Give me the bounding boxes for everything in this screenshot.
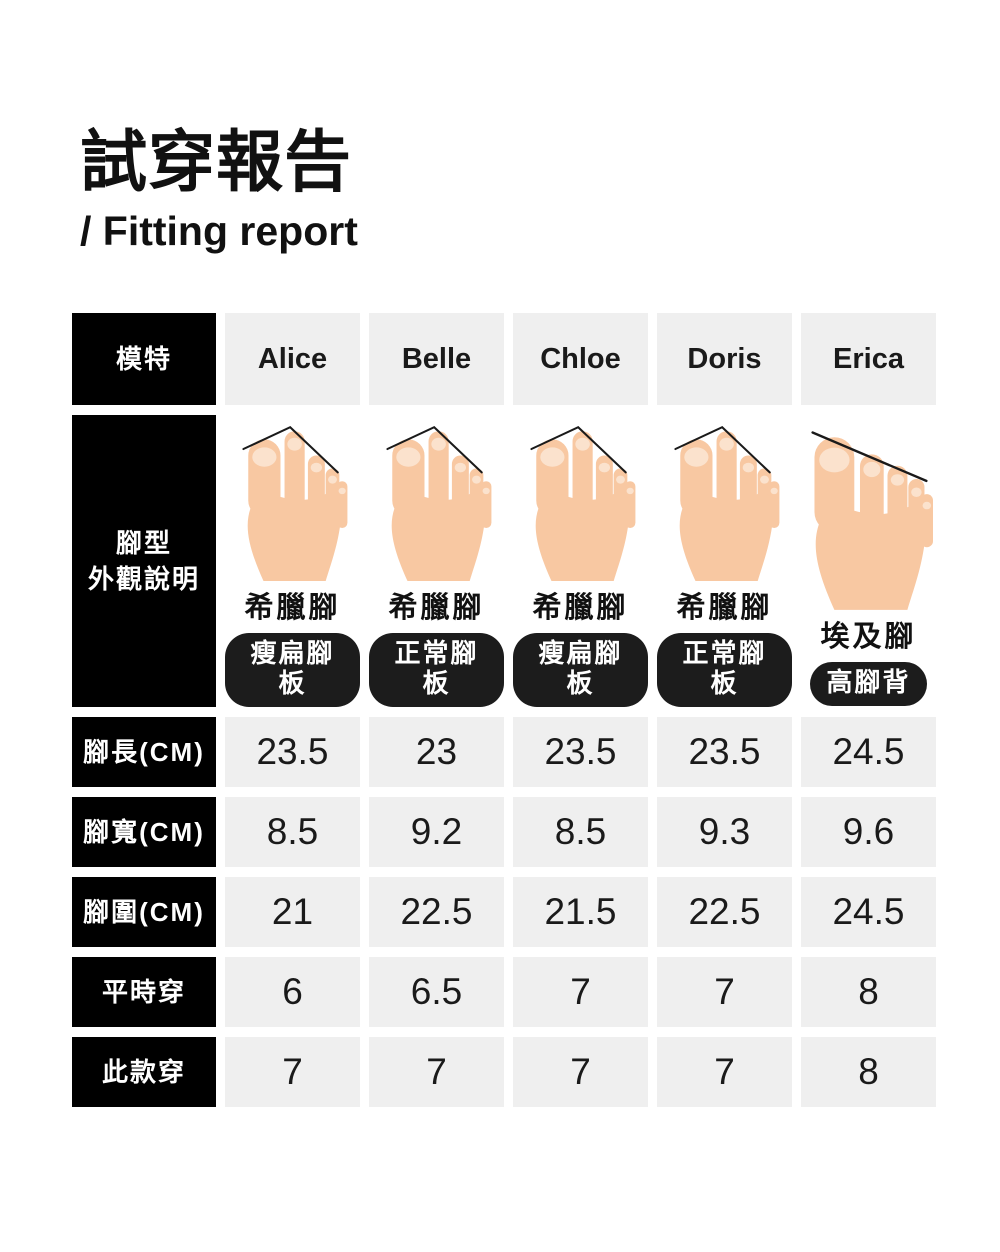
foot-sole-badge: 瘦扁腳板 bbox=[225, 633, 360, 707]
usual-size-value: 8 bbox=[801, 957, 936, 1027]
usual-size-value: 6.5 bbox=[369, 957, 504, 1027]
egyptian-foot-icon bbox=[810, 431, 933, 610]
foot-length-value: 24.5 bbox=[801, 717, 936, 787]
foot-type-label: 希臘腳 bbox=[244, 592, 341, 625]
foot-shape-row-label-line1: 腳型 bbox=[115, 527, 172, 558]
foot-girth-value: 21 bbox=[225, 877, 360, 947]
model-row-label: 模特 bbox=[72, 313, 216, 405]
foot-length-value: 23.5 bbox=[513, 717, 648, 787]
foot-type-label: 希臘腳 bbox=[676, 592, 773, 625]
row-label-foot-length: 腳長(CM) bbox=[72, 717, 216, 787]
foot-cell-alice: 希臘腳 瘦扁腳板 bbox=[225, 415, 360, 707]
foot-length-value: 23 bbox=[369, 717, 504, 787]
page-subtitle: / Fitting report bbox=[80, 207, 358, 254]
model-name-erica: Erica bbox=[801, 313, 936, 405]
row-label-foot-width: 腳寬(CM) bbox=[72, 797, 216, 867]
foot-cell-erica: 埃及腳 高腳背 bbox=[801, 415, 936, 707]
greek-foot-icon bbox=[241, 426, 348, 582]
foot-shape-row-label-line2: 外觀說明 bbox=[87, 564, 200, 594]
foot-cell-doris: 希臘腳 正常腳板 bbox=[657, 415, 792, 707]
row-label-usual-size: 平時穿 bbox=[72, 957, 216, 1027]
greek-foot-icon bbox=[529, 426, 636, 582]
foot-shape-row-label: 腳型 外觀說明 bbox=[72, 415, 216, 707]
foot-type-label: 希臘腳 bbox=[388, 592, 485, 625]
foot-girth-value: 22.5 bbox=[369, 877, 504, 947]
fitting-table: 模特 Alice Belle Chloe Doris Erica 腳型 外觀說明… bbox=[72, 313, 936, 1107]
foot-sole-badge: 正常腳板 bbox=[657, 633, 792, 707]
foot-cell-chloe: 希臘腳 瘦扁腳板 bbox=[513, 415, 648, 707]
foot-width-value: 8.5 bbox=[513, 797, 648, 867]
foot-length-value: 23.5 bbox=[657, 717, 792, 787]
page-title: 試穿報告 bbox=[80, 125, 352, 200]
foot-width-value: 9.3 bbox=[657, 797, 792, 867]
row-label-this-style-size: 此款穿 bbox=[72, 1037, 216, 1107]
this-style-size-value: 7 bbox=[225, 1037, 360, 1107]
report-header: 試穿報告 / Fitting report bbox=[80, 128, 358, 255]
this-style-size-value: 7 bbox=[513, 1037, 648, 1107]
greek-foot-icon bbox=[385, 426, 492, 582]
greek-foot-icon bbox=[673, 426, 780, 582]
usual-size-value: 6 bbox=[225, 957, 360, 1027]
foot-girth-value: 21.5 bbox=[513, 877, 648, 947]
foot-sole-badge: 高腳背 bbox=[810, 662, 927, 706]
foot-type-label: 埃及腳 bbox=[820, 621, 917, 653]
foot-width-value: 9.6 bbox=[801, 797, 936, 867]
foot-width-value: 9.2 bbox=[369, 797, 504, 867]
this-style-size-value: 7 bbox=[657, 1037, 792, 1107]
foot-width-value: 8.5 bbox=[225, 797, 360, 867]
foot-girth-value: 24.5 bbox=[801, 877, 936, 947]
model-name-doris: Doris bbox=[657, 313, 792, 405]
this-style-size-value: 8 bbox=[801, 1037, 936, 1107]
foot-length-value: 23.5 bbox=[225, 717, 360, 787]
foot-cell-belle: 希臘腳 正常腳板 bbox=[369, 415, 504, 707]
foot-sole-badge: 正常腳板 bbox=[369, 633, 504, 707]
model-name-chloe: Chloe bbox=[513, 313, 648, 405]
this-style-size-value: 7 bbox=[369, 1037, 504, 1107]
model-name-alice: Alice bbox=[225, 313, 360, 405]
model-name-belle: Belle bbox=[369, 313, 504, 405]
foot-sole-badge: 瘦扁腳板 bbox=[513, 633, 648, 707]
usual-size-value: 7 bbox=[513, 957, 648, 1027]
foot-type-label: 希臘腳 bbox=[532, 592, 629, 625]
row-label-foot-girth: 腳圍(CM) bbox=[72, 877, 216, 947]
usual-size-value: 7 bbox=[657, 957, 792, 1027]
foot-girth-value: 22.5 bbox=[657, 877, 792, 947]
